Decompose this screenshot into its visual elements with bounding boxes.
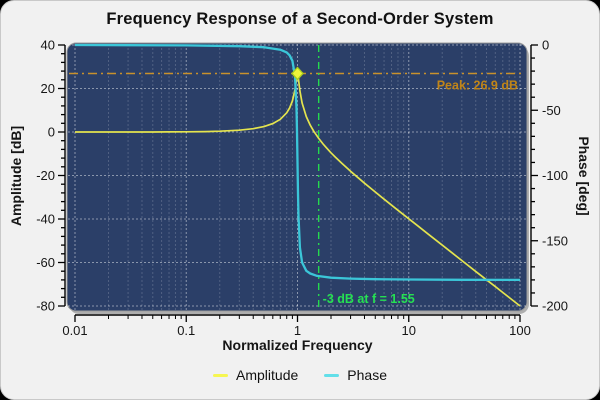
y-left-tick-label: -60 — [36, 255, 55, 270]
y-right-tick-label: -200 — [542, 299, 568, 314]
y-right-tick-label: -100 — [542, 168, 568, 183]
chart-title: Frequency Response of a Second-Order Sys… — [106, 10, 494, 28]
y-left-tick-label: 40 — [41, 38, 55, 53]
x-tick-label: 100 — [509, 323, 531, 338]
x-tick-label: 10 — [402, 323, 416, 338]
chart-canvas: 40 20 0 -20 -40 -60 -80 0 -50 -100 -150 -200 0.01 0.1… — [8, 38, 592, 354]
legend-label-phase: Phase — [347, 367, 387, 383]
x-tick-label: 0.1 — [177, 323, 195, 338]
x-tick-label: 1 — [294, 323, 301, 338]
x-tick-label: 0.01 — [62, 323, 87, 338]
legend-item-phase: Phase — [324, 367, 387, 383]
cutoff-annotation-label: -3 dB at f = 1.55 — [323, 292, 415, 306]
peak-annotation-label: Peak: 26.9 dB — [437, 78, 518, 92]
y-axis-right-title: Phase [deg] — [576, 136, 592, 215]
y-left-tick-label: 0 — [48, 125, 55, 140]
y-right-tick-label: 0 — [542, 38, 549, 53]
y-right-tick-label: -150 — [542, 233, 568, 248]
amplitude-line-swatch-icon — [213, 373, 229, 377]
legend-label-amplitude: Amplitude — [236, 367, 299, 383]
amplitude-line — [75, 72, 521, 307]
peak-marker — [291, 66, 304, 81]
y-left-tick-label: -20 — [36, 168, 55, 183]
legend-item-amplitude: Amplitude — [213, 367, 298, 383]
y-right-tick-label: -50 — [542, 103, 561, 118]
x-axis-title: Normalized Frequency — [222, 337, 372, 353]
chart-legend: Amplitude Phase — [1, 367, 599, 383]
phase-line — [74, 43, 521, 282]
y-left-tick-label: -40 — [36, 212, 55, 227]
y-left-tick-label: -80 — [36, 299, 55, 314]
y-axis-left-title: Amplitude [dB] — [8, 126, 24, 226]
y-left-tick-label: 20 — [41, 81, 55, 96]
phase-line-swatch-icon — [324, 373, 340, 377]
